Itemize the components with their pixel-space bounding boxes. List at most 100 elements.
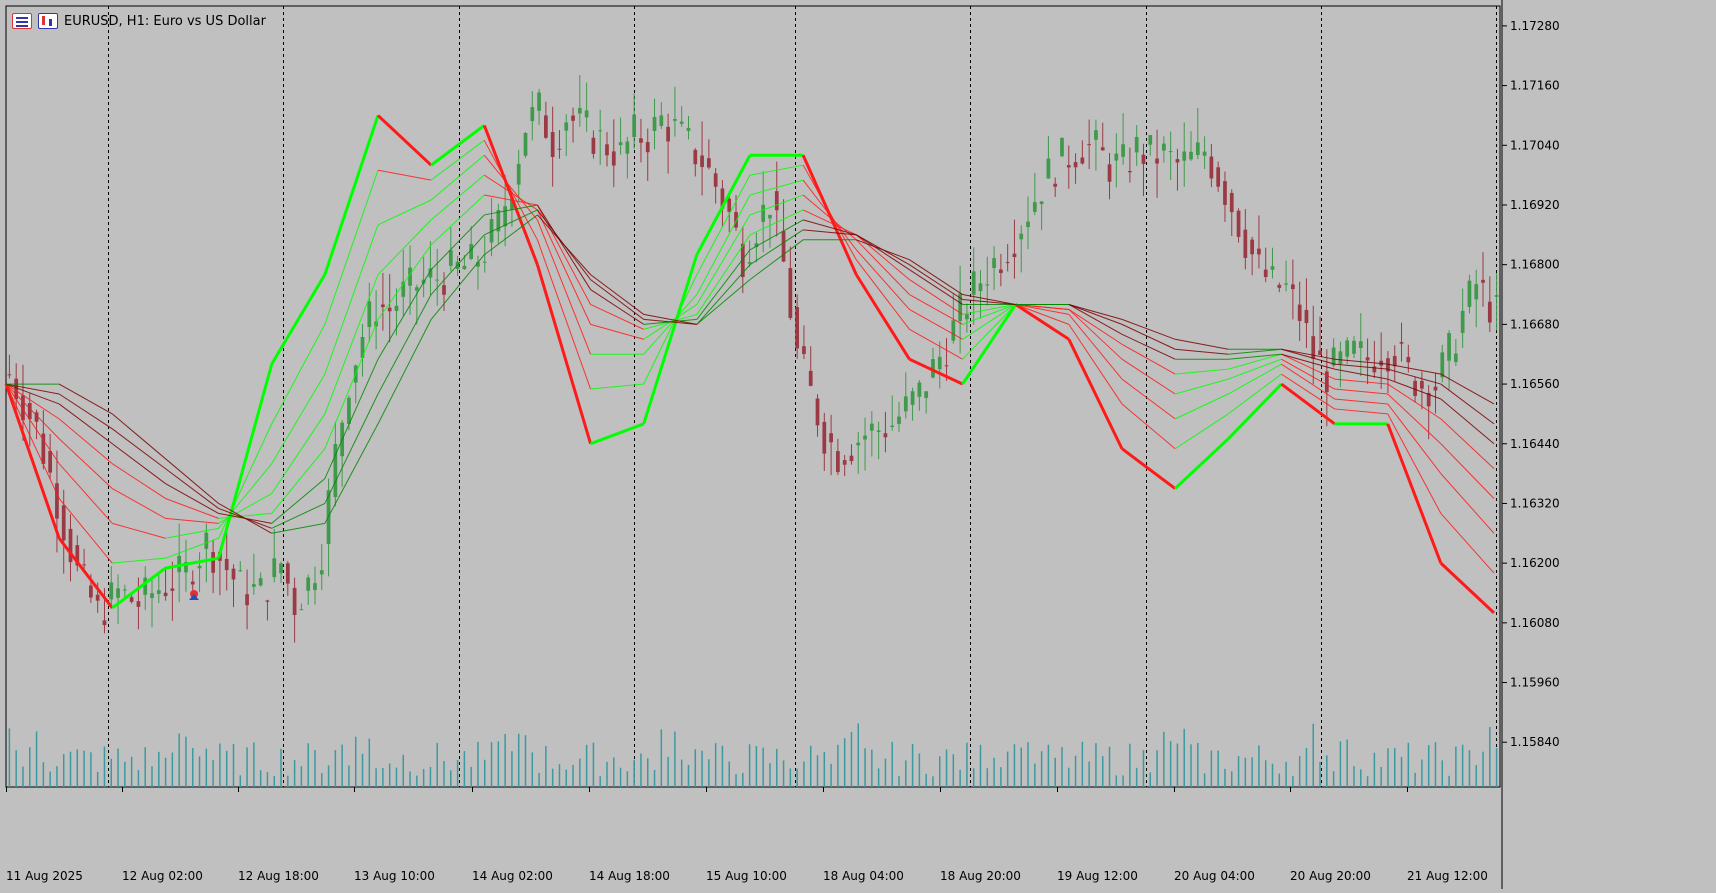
bull-candle <box>116 588 120 598</box>
bull-candle <box>1331 347 1336 366</box>
bear-candle <box>442 285 446 295</box>
bear-candle <box>68 528 73 563</box>
bull-candle <box>1195 142 1200 156</box>
bull-candle <box>503 206 507 227</box>
bear-candle <box>795 307 800 349</box>
ribbon-line-8 <box>218 503 272 534</box>
bull-candle <box>686 127 691 131</box>
ribbon-line-7 <box>1121 323 1176 350</box>
ribbon-line-3 <box>1387 403 1442 474</box>
bear-candle <box>1487 301 1492 323</box>
bull-candle <box>313 583 317 591</box>
bull-candle <box>333 443 338 498</box>
symbol-title: EURUSD, H1: Euro vs US Dollar <box>64 13 266 29</box>
bear-candle <box>34 412 39 422</box>
ribbon-line-5 <box>962 303 1016 315</box>
ribbon-line-4 <box>536 209 592 325</box>
bull-candle <box>618 142 623 146</box>
ribbon-line-7 <box>643 318 697 325</box>
symbol-properties-icon[interactable] <box>38 13 58 29</box>
ribbon-line-6 <box>1068 304 1123 335</box>
ribbon-line-6 <box>537 204 591 290</box>
ribbon-line-4 <box>1334 388 1388 395</box>
bull-candle <box>577 108 582 114</box>
bull-candle <box>156 590 161 594</box>
bull-candle <box>184 562 188 573</box>
bull-candle <box>462 265 467 270</box>
bear-candle <box>1406 356 1411 363</box>
ribbon-line-5 <box>590 304 644 330</box>
bull-candle <box>1148 135 1153 145</box>
bear-candle <box>1012 253 1017 258</box>
ribbon-line-6 <box>1281 353 1335 370</box>
ribbon-line-8 <box>537 214 591 275</box>
ribbon-line-6 <box>909 269 963 305</box>
x-tick-label: 14 Aug 02:00 <box>472 869 553 883</box>
y-tick-label: 1.17040 <box>1510 138 1560 152</box>
bear-candle <box>706 158 711 168</box>
bear-candle <box>95 594 100 601</box>
y-tick-label: 1.16200 <box>1510 556 1560 570</box>
ribbon-line-4 <box>909 294 963 325</box>
bear-candle <box>1291 284 1295 290</box>
ribbon-line-3 <box>696 194 751 295</box>
bear-candle <box>1216 167 1221 187</box>
bear-candle <box>1155 158 1159 164</box>
bear-candle <box>544 115 548 138</box>
ribbon-line-1 <box>535 264 593 445</box>
bull-candle <box>1358 341 1363 349</box>
bull-candle <box>1168 151 1173 153</box>
x-tick-label: 20 Aug 20:00 <box>1290 869 1371 883</box>
chart-menu-icon[interactable] <box>12 13 32 29</box>
y-tick-label: 1.17160 <box>1510 79 1560 93</box>
bull-candle <box>1121 144 1125 157</box>
bull-candle <box>537 92 541 111</box>
ribbon-line-3 <box>749 179 804 196</box>
ribbon-line-3 <box>5 383 60 464</box>
ribbon-line-4 <box>1175 378 1229 395</box>
bear-candle <box>1318 350 1322 355</box>
bull-candle <box>863 435 867 440</box>
ribbon-line-5 <box>484 194 538 206</box>
ribbon-line-6 <box>590 289 644 325</box>
y-tick-label: 1.15960 <box>1510 676 1560 690</box>
ribbon-line-3 <box>271 373 326 464</box>
bear-candle <box>75 545 80 566</box>
ribbon-line-2 <box>962 304 1017 360</box>
ribbon-line-7 <box>696 264 751 325</box>
ribbon-line-2 <box>5 383 60 499</box>
bull-candle <box>1094 130 1098 140</box>
x-tick-label: 18 Aug 04:00 <box>823 869 904 883</box>
ribbon-line-2 <box>749 164 804 176</box>
ribbon-line-7 <box>1068 304 1123 325</box>
ribbon-line-6 <box>749 219 804 251</box>
ribbon-line-7 <box>1175 348 1229 355</box>
bear-candle <box>1087 144 1092 146</box>
ribbon-line-6 <box>430 214 485 270</box>
bull-candle <box>876 430 881 432</box>
ribbon-line-3 <box>1068 314 1123 380</box>
bull-candle <box>747 262 752 264</box>
ribbon-line-1 <box>1227 383 1283 440</box>
ribbon-line-7 <box>377 294 432 395</box>
ribbon-line-4 <box>430 174 485 221</box>
bull-candle <box>394 305 399 311</box>
bull-candle <box>897 416 901 424</box>
bull-candle <box>1202 151 1207 156</box>
bull-candle <box>890 425 895 428</box>
bear-candle <box>822 421 827 454</box>
bull-candle <box>469 244 474 259</box>
ribbon-line-3 <box>483 154 538 221</box>
bear-candle <box>82 564 86 566</box>
ribbon-line-7 <box>803 229 857 236</box>
ribbon-line-8 <box>962 294 1016 305</box>
ribbon-line-7 <box>58 393 113 430</box>
bear-candle <box>836 451 840 473</box>
x-tick-label: 11 Aug 2025 <box>6 869 83 883</box>
bear-candle <box>1420 380 1424 389</box>
ribbon-line-7 <box>1334 363 1388 370</box>
ribbon-line-6 <box>1440 398 1495 445</box>
bear-candle <box>21 395 25 421</box>
